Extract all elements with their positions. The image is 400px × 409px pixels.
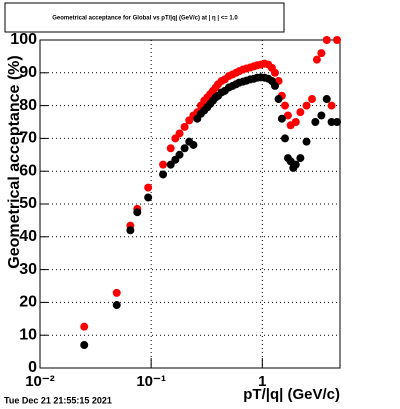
x-tick-label: 10⁻¹ [136, 373, 166, 390]
data-point [296, 154, 305, 163]
data-point [180, 144, 189, 153]
data-point [333, 118, 342, 126]
data-point [159, 170, 168, 179]
data-point [80, 322, 89, 331]
data-point [126, 226, 135, 235]
data-point [317, 111, 326, 120]
data-point [322, 95, 331, 104]
data-point [274, 95, 283, 104]
data-point [283, 111, 292, 120]
data-point [327, 101, 336, 110]
x-axis-label: pT/|q| (GeV/c) [243, 386, 340, 403]
timestamp: Tue Dec 21 21:55:15 2021 [4, 395, 112, 405]
data-point [270, 81, 279, 90]
data-point [144, 193, 153, 202]
data-point [322, 36, 331, 44]
y-tick-label: 60 [19, 162, 37, 179]
data-point [291, 118, 300, 126]
x-tick-label: 1 [258, 373, 266, 390]
data-point [144, 183, 153, 192]
data-point [277, 114, 286, 123]
data-point [112, 301, 121, 310]
data-point [166, 144, 175, 153]
data-point [80, 341, 89, 350]
data-point [175, 129, 184, 138]
data-point [159, 160, 168, 169]
y-axis-label: Geometrical acceptance (%) [6, 55, 23, 268]
data-point [180, 122, 189, 131]
data-point [270, 68, 279, 77]
y-tick-label: 100 [10, 31, 37, 48]
y-tick-label: 70 [19, 130, 37, 147]
data-point [291, 160, 300, 169]
y-tick-label: 50 [19, 195, 37, 212]
chart-title: Geometrical acceptance for Global vs pT/… [52, 16, 238, 22]
data-point [112, 288, 121, 297]
title-box [4, 2, 285, 33]
y-tick-label: 80 [19, 97, 37, 114]
x-tick-label: 10⁻² [25, 373, 55, 390]
data-point [312, 55, 321, 64]
data-point [189, 140, 198, 149]
y-tick-label: 30 [19, 261, 37, 278]
data-point [308, 95, 317, 104]
y-tick-label: 0 [28, 359, 37, 376]
data-point [311, 118, 320, 126]
y-tick-label: 10 [19, 326, 37, 343]
data-point [280, 134, 289, 143]
data-point [280, 101, 289, 110]
y-tick-label: 20 [19, 294, 37, 311]
y-tick-label: 90 [19, 64, 37, 81]
data-point [302, 137, 311, 146]
y-tick-label: 40 [19, 228, 37, 245]
plot-frame [39, 39, 341, 369]
data-point [175, 150, 184, 159]
data-point [333, 36, 342, 44]
data-point [302, 101, 311, 110]
data-point [296, 108, 305, 117]
data-point [133, 208, 142, 217]
data-point [317, 49, 326, 58]
